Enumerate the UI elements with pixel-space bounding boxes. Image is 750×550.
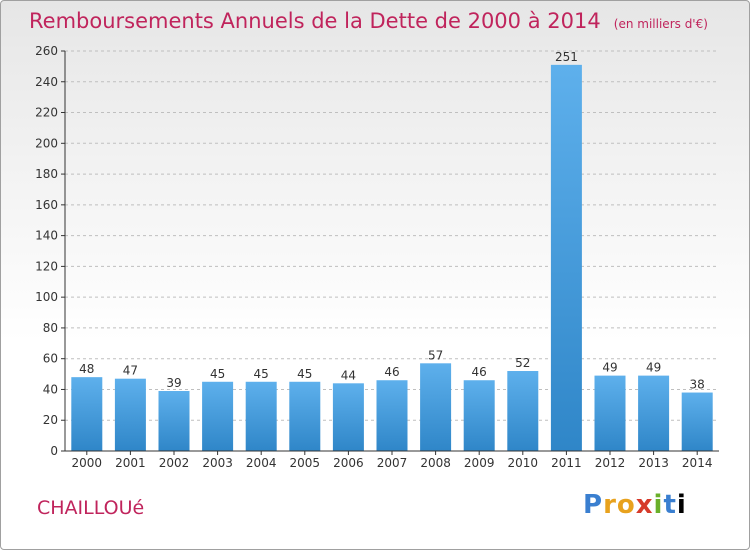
bar [158, 391, 190, 451]
y-tick-label: 160 [35, 198, 58, 212]
x-tick-label: 2005 [290, 456, 321, 470]
data-label: 45 [210, 367, 225, 381]
chart-unit: (en milliers d'€) [613, 17, 708, 31]
data-label: 45 [254, 367, 269, 381]
x-tick-label: 2003 [202, 456, 233, 470]
bars [71, 64, 713, 451]
data-label: 47 [123, 364, 138, 378]
x-tick-label: 2009 [464, 456, 495, 470]
bar [507, 371, 539, 451]
axes [61, 50, 719, 455]
y-tick-label: 100 [35, 290, 58, 304]
bar [550, 64, 582, 451]
labels: 0 20 40 60 80 100 120 140 160 180 200 220 240 260 48 20… [35, 44, 712, 470]
logo-letter: i [676, 490, 687, 520]
x-tick-label: 2000 [72, 456, 103, 470]
x-tick-label: 2010 [508, 456, 539, 470]
x-tick-label: 2002 [159, 456, 190, 470]
x-tick-label: 2012 [595, 456, 626, 470]
y-tick-label: 0 [50, 444, 58, 458]
data-label: 48 [79, 362, 94, 376]
logo-letter: o [616, 490, 636, 520]
bar [376, 380, 408, 451]
data-label: 44 [341, 368, 356, 382]
logo-letter: i [653, 490, 664, 520]
data-label: 46 [384, 365, 399, 379]
bar [638, 375, 670, 451]
data-label: 49 [602, 361, 617, 375]
y-tick-label: 260 [35, 44, 58, 58]
y-tick-label: 80 [43, 321, 58, 335]
y-tick-label: 20 [43, 413, 58, 427]
data-label: 45 [297, 367, 312, 381]
x-tick-label: 2013 [638, 456, 669, 470]
data-label: 39 [166, 376, 181, 390]
logo-letter: P [583, 490, 604, 520]
bar [245, 381, 277, 451]
bar [289, 381, 321, 451]
bar [71, 377, 103, 451]
proxiti-logo: Proxiti [583, 490, 687, 520]
data-label: 251 [555, 50, 578, 64]
x-tick-label: 2014 [682, 456, 713, 470]
bar [114, 378, 146, 451]
y-tick-label: 180 [35, 167, 58, 181]
bar [594, 375, 626, 451]
y-tick-label: 40 [43, 382, 58, 396]
logo-letter: x [635, 490, 654, 520]
bar [463, 380, 495, 451]
data-label: 46 [472, 365, 487, 379]
bar [420, 363, 452, 451]
commune-name: CHAILLOUé [37, 497, 145, 519]
x-tick-label: 2011 [551, 456, 582, 470]
x-tick-label: 2001 [115, 456, 146, 470]
y-tick-label: 220 [35, 106, 58, 120]
chart-title: Remboursements Annuels de la Dette de 20… [29, 9, 601, 33]
bar [332, 383, 364, 451]
data-label: 49 [646, 361, 661, 375]
data-label: 38 [690, 378, 705, 392]
y-tick-label: 60 [43, 352, 58, 366]
data-label: 57 [428, 348, 443, 362]
y-tick-label: 240 [35, 75, 58, 89]
x-tick-label: 2004 [246, 456, 277, 470]
x-tick-label: 2008 [420, 456, 451, 470]
logo-letter: t [663, 490, 677, 520]
chart-title-row: Remboursements Annuels de la Dette de 20… [29, 9, 708, 33]
x-tick-label: 2007 [377, 456, 408, 470]
y-tick-label: 200 [35, 136, 58, 150]
x-tick-label: 2006 [333, 456, 364, 470]
data-label: 52 [515, 356, 530, 370]
bar [202, 381, 234, 451]
bar [681, 392, 713, 451]
y-tick-label: 140 [35, 229, 58, 243]
y-tick-label: 120 [35, 259, 58, 273]
logo-letter: r [603, 490, 617, 520]
